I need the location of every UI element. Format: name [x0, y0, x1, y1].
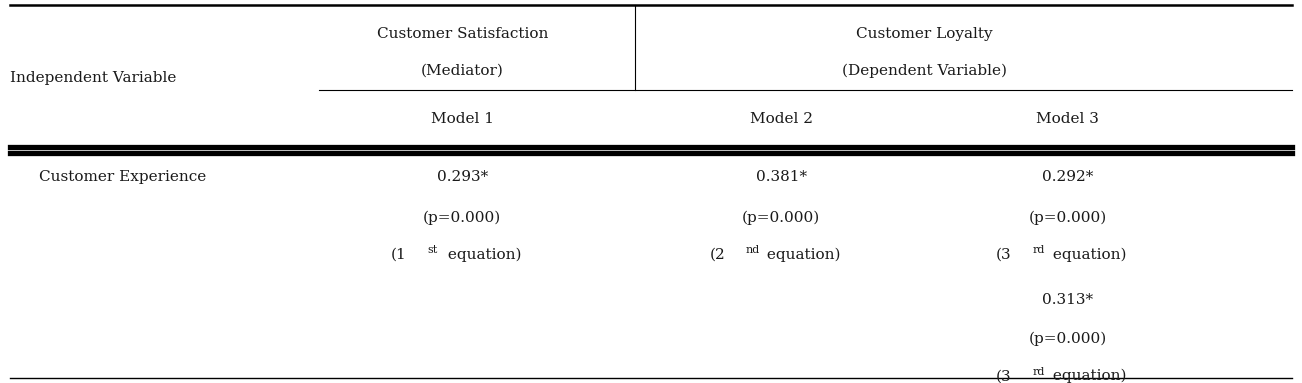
Text: Model 1: Model 1	[431, 112, 493, 126]
Text: 0.313*: 0.313*	[1042, 293, 1094, 307]
Text: (3: (3	[996, 369, 1012, 383]
Text: equation): equation)	[1048, 247, 1126, 262]
Text: equation): equation)	[762, 247, 840, 262]
Text: (1: (1	[391, 248, 406, 262]
Text: Model 2: Model 2	[750, 112, 812, 126]
Text: Customer Loyalty: Customer Loyalty	[857, 27, 992, 41]
Text: Independent Variable: Independent Variable	[10, 71, 177, 85]
Text: (p=0.000): (p=0.000)	[423, 211, 501, 225]
Text: rd: rd	[1032, 246, 1046, 255]
Text: equation): equation)	[1048, 369, 1126, 383]
Text: Customer Satisfaction: Customer Satisfaction	[376, 27, 548, 41]
Text: (3: (3	[996, 248, 1012, 262]
Text: equation): equation)	[443, 247, 521, 262]
Text: (Dependent Variable): (Dependent Variable)	[842, 64, 1006, 78]
Text: (Mediator): (Mediator)	[421, 64, 504, 78]
Text: 0.293*: 0.293*	[436, 170, 488, 184]
Text: nd: nd	[746, 246, 760, 255]
Text: st: st	[427, 246, 437, 255]
Text: (p=0.000): (p=0.000)	[1029, 331, 1107, 346]
Text: Model 3: Model 3	[1036, 112, 1099, 126]
Text: Customer Experience: Customer Experience	[39, 170, 206, 184]
Text: (p=0.000): (p=0.000)	[742, 211, 820, 225]
Text: (p=0.000): (p=0.000)	[1029, 211, 1107, 225]
Text: rd: rd	[1032, 367, 1046, 376]
Text: (2: (2	[710, 248, 725, 262]
Text: 0.292*: 0.292*	[1042, 170, 1094, 184]
Text: 0.381*: 0.381*	[755, 170, 807, 184]
